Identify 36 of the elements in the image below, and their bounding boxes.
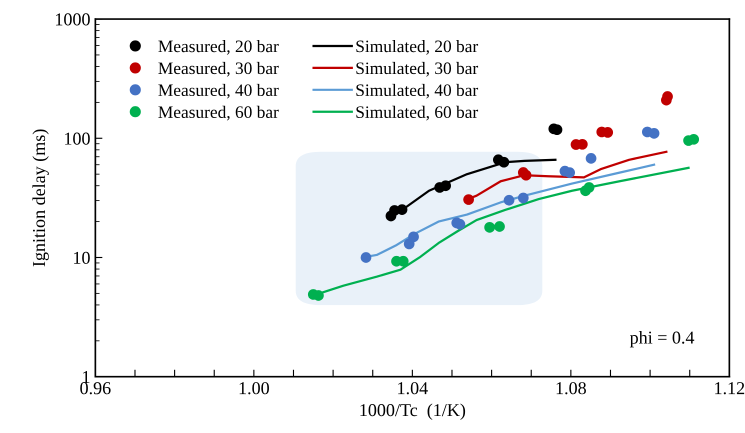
- point: [584, 182, 594, 193]
- point: [564, 167, 576, 178]
- x-tick-label: 1.08: [556, 382, 586, 394]
- point: [484, 222, 495, 233]
- point: [463, 194, 474, 205]
- legend-label: Measured, 30 bar: [158, 62, 279, 77]
- legend-label: Simulated, 40 bar: [356, 84, 478, 99]
- point: [518, 192, 529, 204]
- point: [454, 218, 466, 230]
- y-axis-title: Ignition delay (ms): [32, 129, 49, 266]
- y-tick-label: 100: [65, 132, 90, 145]
- point: [440, 180, 451, 192]
- point: [498, 156, 510, 168]
- point: [360, 252, 372, 263]
- point: [396, 204, 408, 215]
- point: [648, 128, 660, 139]
- point: [520, 170, 532, 181]
- point: [586, 153, 596, 164]
- y-tick-label: 1000: [56, 13, 90, 26]
- point: [504, 194, 514, 206]
- x-tick-label: 1.04: [398, 382, 428, 394]
- y-tick-label: 10: [74, 252, 90, 264]
- annotation: phi = 0.4: [630, 330, 694, 348]
- y-tick-label: 1: [83, 371, 90, 383]
- legend-label: Simulated, 60 bar: [356, 106, 478, 120]
- x-axis-title: 1000/Tc (1/K): [360, 404, 466, 420]
- legend-label: Simulated, 30 bar: [356, 62, 478, 77]
- legend-label: Measured, 40 bar: [158, 84, 279, 99]
- legend-label: Simulated, 20 bar: [356, 40, 478, 55]
- x-tick-label: 1.12: [715, 382, 744, 394]
- point: [408, 231, 419, 242]
- x-tick-label: 1.00: [240, 382, 269, 394]
- legend-label: Measured, 60 bar: [158, 106, 279, 120]
- legend-label: Measured, 20 bar: [158, 40, 279, 55]
- x-tick-label: 0.96: [80, 382, 111, 394]
- point: [494, 221, 505, 232]
